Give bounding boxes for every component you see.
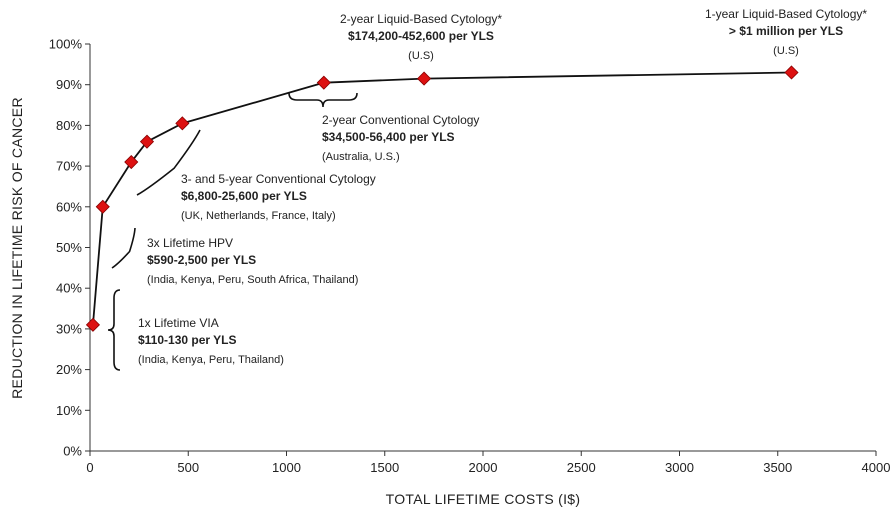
data-point-marker [95, 199, 110, 214]
annotation-line: (UK, Netherlands, France, Italy) [181, 210, 336, 222]
data-point-marker [416, 71, 432, 86]
annotation-line: 1x Lifetime VIA [138, 316, 219, 330]
bracket [107, 289, 121, 371]
annotation-block: 3x Lifetime HPV $590-2,500 per YLS (India,… [147, 236, 358, 286]
data-point-marker [784, 65, 799, 80]
annotation-line: (U.S) [408, 50, 434, 62]
y-tick-label: 30% [56, 321, 82, 336]
annotation-block: 1-year Liquid-Based Cytology* > $1 millio… [705, 7, 867, 57]
x-tick-label: 2500 [567, 460, 596, 475]
x-tick-label: 3500 [763, 460, 792, 475]
annotation-line: (Australia, U.S.) [322, 151, 400, 163]
y-tick-label: 10% [56, 403, 82, 418]
x-tick-label: 0 [86, 460, 93, 475]
annotation-block: 3- and 5-year Conventional Cytology $6,80… [181, 172, 376, 222]
x-axis-title: TOTAL LIFETIME COSTS (I$) [386, 491, 581, 507]
bracket [288, 92, 358, 108]
annotation-line: (India, Kenya, Peru, Thailand) [138, 354, 284, 366]
x-tick-label: 2000 [469, 460, 498, 475]
bracket [136, 129, 201, 196]
annotation-line: 3x Lifetime HPV [147, 236, 233, 250]
y-tick-label: 70% [56, 159, 82, 174]
y-tick-label: 90% [56, 77, 82, 92]
y-tick-label: 40% [56, 281, 82, 296]
data-series [85, 65, 799, 332]
annotation-line: 2-year Conventional Cytology [322, 113, 479, 127]
annotation-line: 1-year Liquid-Based Cytology* [705, 7, 867, 21]
x-ticks: 0 500 1000 1500 2000 2500 3000 3500 4000 [86, 451, 890, 475]
annotation-line: $174,200-452,600 per YLS [348, 29, 494, 43]
x-tick-label: 1500 [370, 460, 399, 475]
series-line [92, 71, 792, 325]
data-point-marker [139, 134, 155, 149]
y-tick-label: 100% [49, 37, 83, 52]
annotation-block: 2-year Conventional Cytology $34,500-56,4… [322, 113, 479, 163]
bracket [111, 227, 136, 269]
data-point-marker [175, 116, 190, 131]
y-tick-label: 60% [56, 199, 82, 214]
y-tick-label: 80% [56, 118, 82, 133]
y-axis-title: REDUCTION IN LIFETIME RISK OF CANCER [9, 97, 25, 399]
annotation-block: 2-year Liquid-Based Cytology* $174,200-45… [340, 12, 502, 62]
annotation-line: 2-year Liquid-Based Cytology* [340, 12, 502, 26]
annotation-line: (India, Kenya, Peru, South Africa, Thail… [147, 274, 358, 286]
y-tick-label: 50% [56, 240, 82, 255]
y-ticks: 0% 10% 20% 30% 40% 50% 60% 70% 80% 90% 100% [49, 37, 90, 459]
annotation-line: $6,800-25,600 per YLS [181, 189, 307, 203]
x-tick-label: 500 [177, 460, 199, 475]
x-tick-label: 4000 [862, 460, 891, 475]
x-tick-label: 3000 [665, 460, 694, 475]
annotation-line: $590-2,500 per YLS [147, 253, 256, 267]
y-tick-label: 0% [63, 444, 82, 459]
data-point-marker [124, 154, 139, 170]
annotation-line: $110-130 per YLS [138, 333, 237, 347]
y-tick-label: 20% [56, 362, 82, 377]
brackets [107, 92, 358, 371]
annotations: 1x Lifetime VIA $110-130 per YLS (India, K… [138, 7, 867, 366]
annotation-line: $34,500-56,400 per YLS [322, 130, 455, 144]
annotation-line: > $1 million per YLS [729, 24, 843, 38]
data-point-marker [316, 75, 331, 90]
data-point-marker [85, 317, 101, 332]
annotation-line: 3- and 5-year Conventional Cytology [181, 172, 376, 186]
x-tick-label: 1000 [272, 460, 301, 475]
annotation-block: 1x Lifetime VIA $110-130 per YLS (India, K… [138, 316, 284, 366]
annotation-line: (U.S) [773, 45, 799, 57]
